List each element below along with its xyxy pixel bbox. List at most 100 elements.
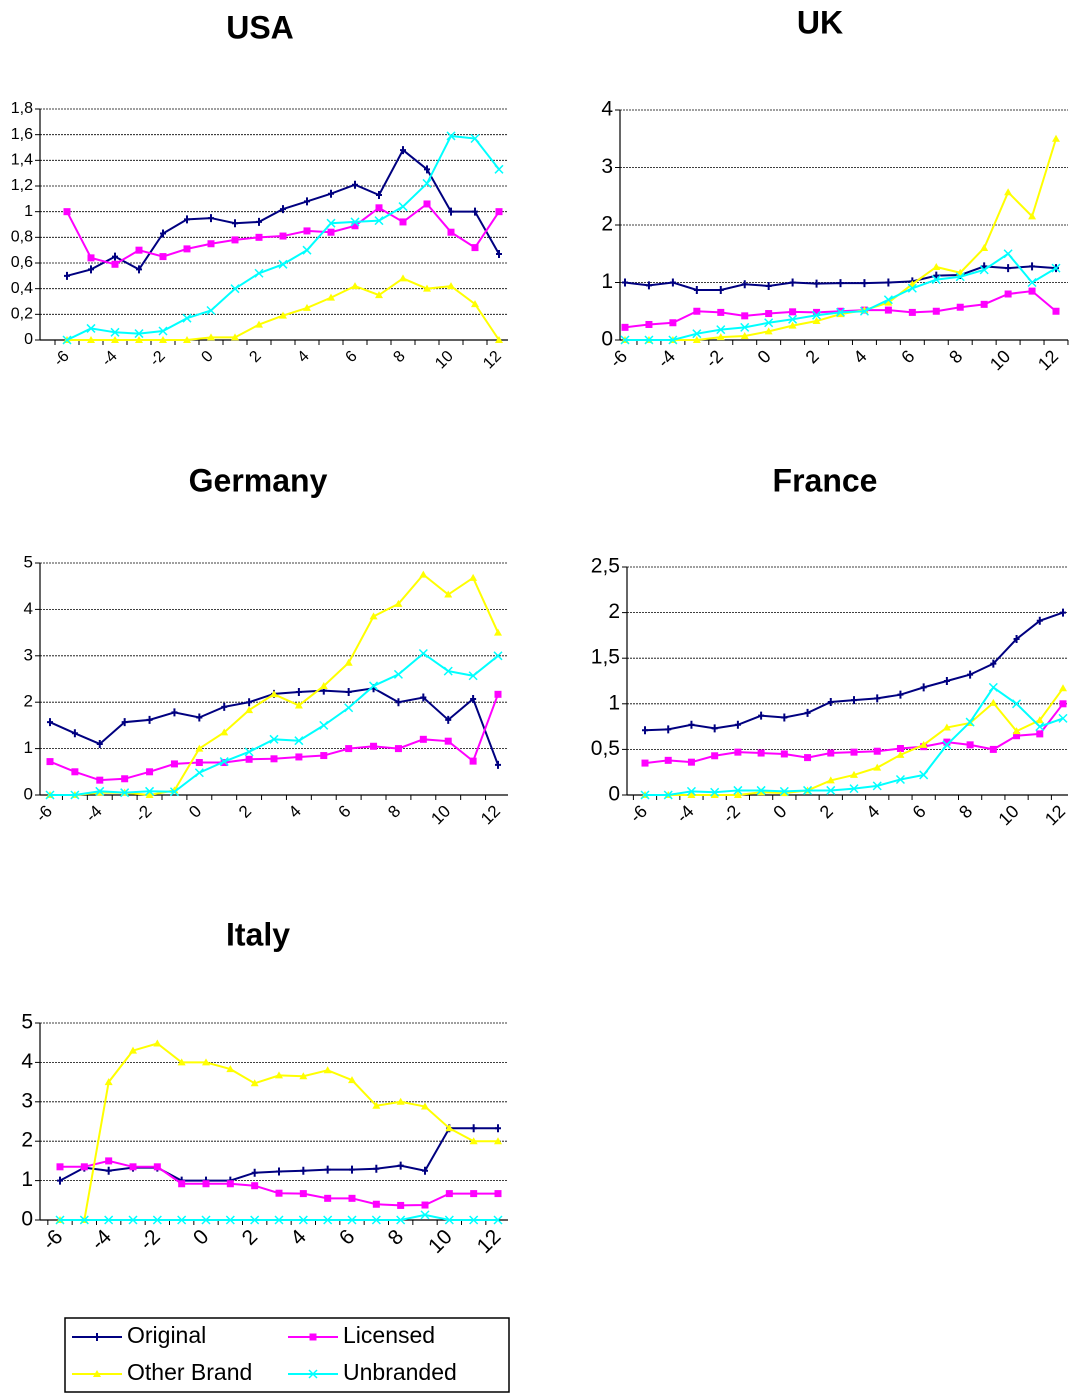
- point-marker: [88, 265, 94, 274]
- point-marker: [195, 759, 203, 767]
- point-marker: [447, 282, 455, 290]
- point-marker: [270, 755, 278, 763]
- point-marker: [943, 677, 950, 685]
- point-marker: [445, 1124, 454, 1132]
- point-marker: [195, 744, 204, 752]
- x-tick-label: -6: [626, 801, 651, 826]
- point-marker: [202, 1180, 210, 1188]
- point-marker: [1036, 616, 1043, 625]
- point-marker: [644, 335, 654, 345]
- x-tick-label: -2: [135, 1225, 164, 1254]
- x-tick-label: 0: [754, 346, 775, 367]
- point-marker: [128, 1215, 138, 1225]
- point-marker: [96, 739, 103, 748]
- point-marker: [1012, 699, 1022, 709]
- point-marker: [327, 293, 335, 301]
- point-marker: [494, 1137, 502, 1145]
- point-marker: [471, 244, 479, 252]
- x-tick-label: 8: [945, 346, 966, 367]
- point-marker: [733, 791, 742, 798]
- point-marker: [399, 218, 407, 226]
- x-tick-label: -4: [82, 802, 106, 826]
- point-marker: [788, 314, 798, 324]
- point-marker: [443, 666, 453, 676]
- point-marker: [134, 329, 144, 339]
- point-marker: [827, 697, 834, 706]
- point-marker: [219, 757, 229, 767]
- point-marker: [369, 612, 378, 620]
- chart-title: USA: [226, 9, 294, 45]
- point-marker: [196, 713, 203, 722]
- legend-box: [64, 1317, 510, 1393]
- x-tick-label: 6: [909, 801, 930, 822]
- point-marker: [989, 745, 997, 753]
- point-marker: [835, 307, 846, 317]
- point-marker: [129, 1163, 137, 1171]
- point-marker: [420, 693, 427, 702]
- point-marker: [883, 295, 893, 305]
- point-marker: [348, 1194, 356, 1202]
- point-marker: [308, 1369, 318, 1379]
- point-marker: [687, 791, 696, 798]
- x-tick-label: 8: [384, 1225, 409, 1250]
- point-marker: [302, 245, 312, 255]
- point-marker: [494, 164, 504, 174]
- point-marker: [344, 658, 353, 666]
- line-chart: France 0 0,5 1 1,5 2 2,5 -6 -4 -2 0 2 4 6 8 10 12: [591, 462, 1069, 829]
- point-marker: [221, 702, 228, 711]
- point-marker: [645, 281, 652, 290]
- point-marker: [80, 1163, 88, 1171]
- point-marker: [86, 323, 96, 333]
- point-marker: [804, 754, 812, 762]
- point-marker: [397, 1201, 405, 1209]
- point-marker: [309, 1333, 317, 1341]
- y-tick-label: 4: [21, 1050, 33, 1073]
- x-tick-label: -2: [131, 802, 155, 826]
- point-marker: [129, 1046, 137, 1054]
- legend-label: Other Brand: [127, 1359, 252, 1385]
- point-marker: [444, 590, 453, 598]
- x-tick-label: 2: [235, 802, 255, 822]
- point-marker: [347, 1215, 357, 1225]
- legend-label: Unbranded: [343, 1359, 457, 1385]
- point-marker: [495, 1124, 501, 1133]
- point-marker: [298, 1215, 308, 1225]
- point-marker: [1059, 700, 1067, 708]
- x-tick-label: 6: [342, 348, 360, 366]
- x-tick-label: 2: [816, 801, 837, 822]
- point-marker: [299, 1072, 308, 1080]
- y-tick-label: 1: [24, 738, 33, 757]
- point-marker: [779, 786, 789, 796]
- point-marker: [979, 265, 989, 275]
- point-marker: [692, 336, 701, 343]
- point-marker: [421, 1102, 429, 1110]
- point-marker: [348, 1076, 356, 1084]
- point-marker: [201, 1215, 211, 1225]
- y-tick-label: 1: [24, 203, 33, 220]
- point-marker: [874, 694, 881, 703]
- point-marker: [326, 218, 336, 228]
- point-marker: [153, 1039, 162, 1047]
- point-marker: [1059, 684, 1067, 692]
- x-tick-label: 0: [185, 802, 205, 822]
- point-marker: [254, 268, 264, 278]
- point-marker: [988, 682, 998, 692]
- point-marker: [274, 1215, 284, 1225]
- point-marker: [470, 1124, 477, 1133]
- y-tick-label: 0: [21, 1208, 33, 1231]
- point-marker: [294, 736, 304, 746]
- point-marker: [328, 189, 334, 198]
- point-marker: [160, 229, 166, 238]
- point-marker: [740, 322, 750, 332]
- y-tick-label: 1,6: [11, 126, 33, 143]
- point-marker: [121, 718, 128, 727]
- point-marker: [1005, 264, 1012, 273]
- y-tick-label: 3: [21, 1089, 33, 1112]
- point-marker: [207, 333, 215, 341]
- point-marker: [861, 279, 868, 288]
- point-marker: [804, 708, 811, 717]
- point-marker: [94, 1333, 100, 1341]
- point-marker: [1036, 730, 1044, 738]
